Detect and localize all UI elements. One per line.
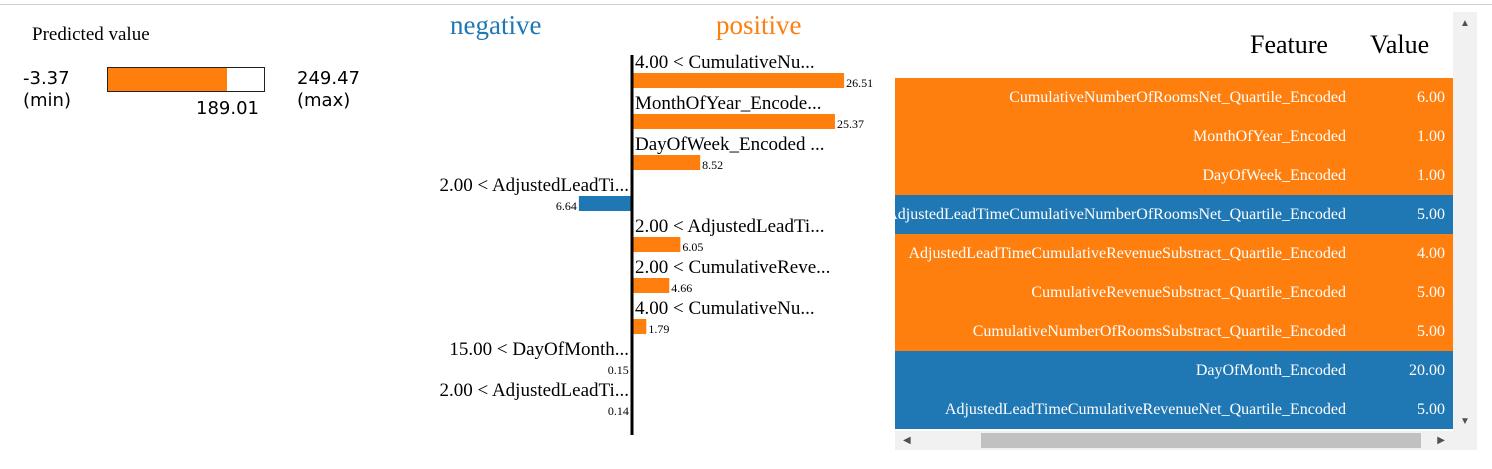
bar [632,73,845,88]
bar-label: 2.00 < AdjustedLeadTi... [440,175,629,196]
table-row: AdjustedLeadTimeCumulativeRevenueSubstra… [895,234,1453,273]
scroll-down-arrow-icon[interactable]: ▼ [1460,416,1470,427]
positive-label: positive [716,10,802,40]
table-cell-feature: CumulativeRevenueSubstract_Quartile_Enco… [1031,284,1346,301]
vertical-scrollbar[interactable]: ▲ ▼ [1453,12,1477,450]
bar-label: MonthOfYear_Encode... [635,93,821,114]
bar-value-label: 0.15 [608,363,629,377]
bar-value-label: 4.66 [671,281,692,295]
bar-value-label: 6.64 [556,199,577,213]
table-row: DayOfWeek_Encoded 1.00 [895,156,1453,195]
table-cell-feature: AdjustedLeadTimeCumulativeRevenueNet_Qua… [944,401,1346,418]
table-cell-feature: AdjustedLeadTimeCumulativeNumberOfRoomsN… [895,206,1346,223]
min-label: (min) [23,90,71,111]
horizontal-scroll-thumb[interactable] [981,433,1421,448]
max-label: (max) [297,90,351,111]
negative-label: negative [450,10,542,40]
table-cell-value: 5.00 [1417,206,1445,223]
table-cell-value: 5.00 [1417,323,1445,340]
bar [632,319,647,334]
predicted-value-fill [108,68,227,91]
bar-value-label: 1.79 [648,322,669,336]
scroll-up-arrow-icon[interactable]: ▲ [1460,18,1470,29]
table-cell-feature: DayOfMonth_Encoded [1195,362,1346,379]
table-cell-feature: AdjustedLeadTimeCumulativeRevenueSubstra… [908,245,1346,262]
bar-label: 4.00 < CumulativeNu... [635,52,815,73]
bar [632,278,670,293]
table-cell-feature: MonthOfYear_Encoded [1192,128,1346,145]
table-row: AdjustedLeadTimeCumulativeNumberOfRoomsN… [895,195,1453,234]
table-row: MonthOfYear_Encoded 1.00 [895,117,1453,156]
table-cell-feature: DayOfWeek_Encoded [1202,167,1346,184]
bar-label: 2.00 < AdjustedLeadTi... [635,216,824,237]
predicted-value-title: Predicted value [32,24,150,45]
bar-label: 4.00 < CumulativeNu... [635,298,815,319]
predicted-value: 189.01 [196,98,259,119]
bar-label: 15.00 < DayOfMonth... [449,339,629,360]
max-value: 249.47 [297,68,360,89]
table-cell-value: 20.00 [1409,362,1445,379]
bar-value-label: 0.14 [608,404,629,418]
predicted-max: 249.47 (max) [297,68,360,112]
bar [632,114,835,129]
min-value: -3.37 [23,68,70,89]
bar [632,237,681,252]
table-cell-feature: CumulativeNumberOfRoomsNet_Quartile_Enco… [1009,89,1346,106]
bar-value-label: 8.52 [702,158,723,172]
table-row: CumulativeNumberOfRoomsNet_Quartile_Enco… [895,78,1453,117]
table-row: CumulativeNumberOfRoomsSubstract_Quartil… [895,312,1453,351]
table-cell-value: 6.00 [1417,89,1445,106]
table-cell-value: 1.00 [1417,128,1445,145]
feature-value-table: Feature Value CumulativeNumberOfRoomsNet… [895,12,1453,450]
table-cell-value: 4.00 [1417,245,1445,262]
table-header-feature: Feature [1250,30,1328,59]
table-cell-feature: CumulativeNumberOfRoomsSubstract_Quartil… [972,323,1346,340]
contribution-chart: 4.00 < CumulativeNu... 26.51 MonthOfYear_E… [440,52,873,435]
table-cell-value: 5.00 [1417,401,1445,418]
bar-label: 2.00 < CumulativeReve... [635,257,830,278]
table-cell-value: 5.00 [1417,284,1445,301]
bar-value-label: 26.51 [846,76,873,90]
bar [632,155,701,170]
table-header-value: Value [1370,30,1430,59]
horizontal-scrollbar[interactable]: ◀ ▶ [895,431,1453,450]
top-divider [0,4,1492,5]
table-cell-value: 1.00 [1417,167,1445,184]
bar [578,196,632,211]
scroll-left-arrow-icon[interactable]: ◀ [903,435,911,446]
table-row: DayOfMonth_Encoded 20.00 [895,351,1453,390]
predicted-min: -3.37 (min) [23,68,71,112]
bar-label: DayOfWeek_Encoded ... [635,134,824,155]
table-row: CumulativeRevenueSubstract_Quartile_Enco… [895,273,1453,312]
predicted-value-bar [107,67,265,92]
bar-value-label: 25.37 [837,117,864,131]
table-row: AdjustedLeadTimeCumulativeRevenueNet_Qua… [895,390,1453,429]
bar-label: 2.00 < AdjustedLeadTi... [440,380,629,401]
scroll-right-arrow-icon[interactable]: ▶ [1437,435,1445,446]
bar-value-label: 6.05 [682,240,703,254]
